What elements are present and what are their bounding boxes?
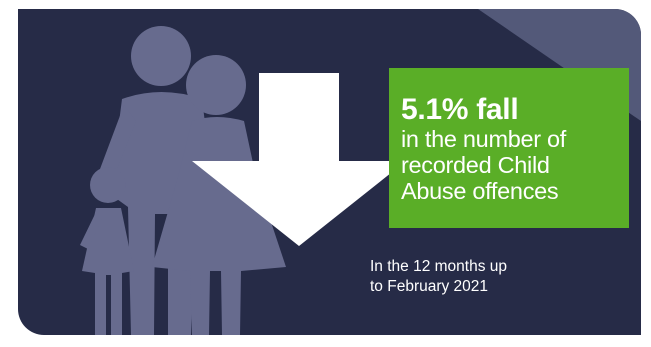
caption-line: to February 2021 [370,278,489,295]
caption-line: In the 12 months up [370,258,508,275]
statistic-callout: 5.1% fall in the number of recorded Chil… [389,68,629,228]
down-arrow-icon [192,73,406,246]
family-icon [80,26,286,335]
callout-headline: 5.1% fall [401,93,519,126]
callout-line: Abuse offences [401,178,559,204]
infographic-card: 5.1% fall in the number of recorded Chil… [18,9,641,335]
callout-line: in the number of [401,126,567,152]
period-caption: In the 12 months up to February 2021 [370,257,507,297]
callout-line: recorded Child [401,152,550,178]
